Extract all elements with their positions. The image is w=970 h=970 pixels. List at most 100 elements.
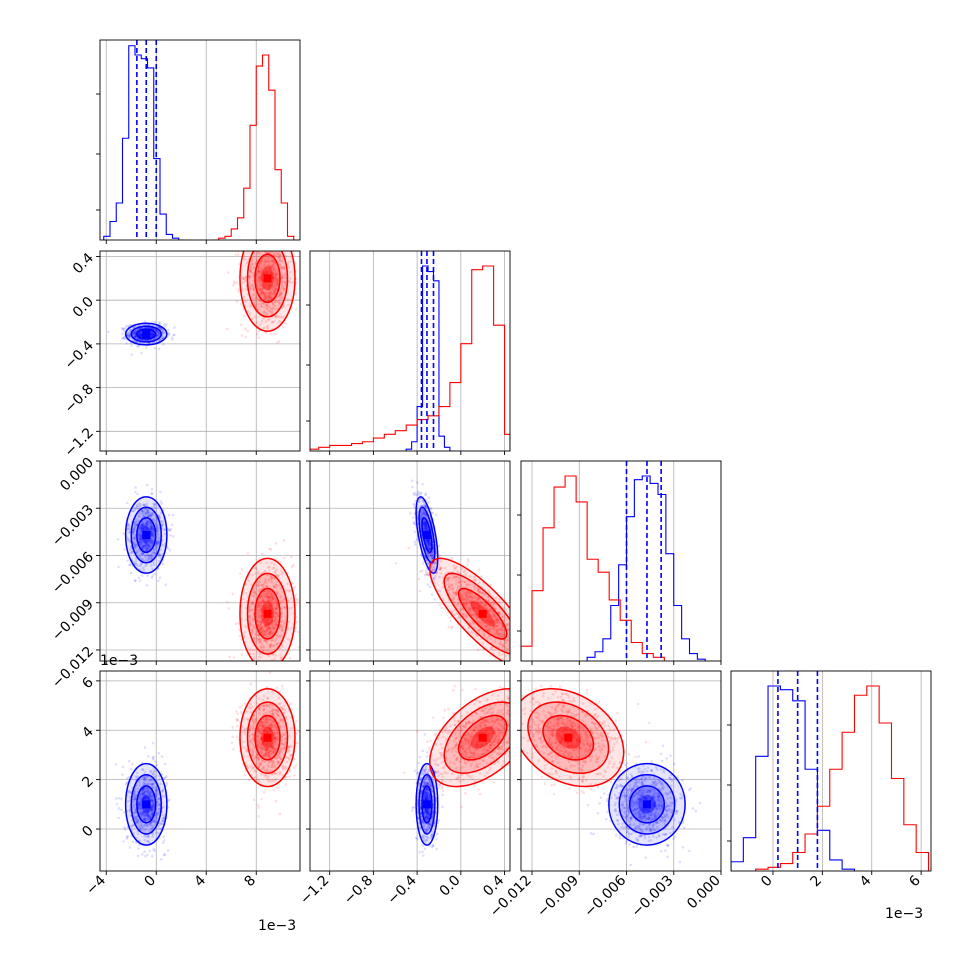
sample-point — [261, 628, 264, 631]
sample-point — [142, 509, 145, 513]
sample-point — [264, 592, 268, 596]
sample-point — [282, 287, 286, 291]
sample-point — [430, 554, 434, 558]
sample-point — [524, 640, 527, 643]
sample-point — [144, 528, 148, 532]
sample-point — [162, 853, 166, 857]
sample-point — [414, 493, 418, 497]
sample-point — [272, 611, 275, 614]
sample-point — [254, 262, 258, 265]
sample-point — [262, 294, 265, 297]
sample-point — [270, 661, 273, 664]
sample-point — [150, 813, 154, 817]
sample-point — [280, 607, 283, 610]
sample-point — [274, 273, 278, 277]
sample-point — [256, 606, 260, 609]
sample-point — [144, 541, 147, 544]
sample-point — [150, 821, 154, 825]
sample-point — [139, 796, 143, 800]
sample-point — [262, 633, 265, 637]
sample-point — [256, 287, 260, 290]
sample-point — [270, 576, 274, 579]
sample-point — [147, 790, 150, 793]
sample-point — [472, 585, 476, 589]
sample-point — [265, 271, 269, 274]
sample-point — [272, 594, 276, 597]
sample-point — [154, 793, 158, 797]
sample-point — [127, 334, 131, 337]
sample-point — [271, 613, 275, 616]
sample-point — [479, 605, 482, 608]
sample-point — [527, 664, 530, 667]
sample-point — [256, 267, 260, 271]
sample-point — [485, 619, 489, 623]
sample-point — [139, 333, 143, 336]
sample-point — [467, 627, 470, 630]
sample-point — [143, 541, 147, 545]
sample-point — [265, 634, 269, 637]
sample-point — [155, 529, 159, 533]
sample-point — [290, 260, 294, 263]
sample-point — [133, 542, 136, 546]
sample-point — [251, 317, 254, 320]
sample-point — [138, 332, 141, 335]
sample-point — [268, 270, 272, 273]
sample-point — [465, 602, 469, 606]
sample-point — [137, 576, 141, 580]
sample-point — [149, 514, 153, 518]
sample-point — [439, 572, 443, 575]
sample-point — [265, 585, 269, 588]
sample-point — [130, 835, 133, 838]
sample-point — [132, 805, 136, 809]
sample-point — [255, 665, 258, 668]
sample-point — [269, 595, 273, 599]
sample-point — [428, 547, 432, 550]
sample-point — [476, 609, 480, 612]
sample-point — [152, 341, 155, 344]
sample-point — [150, 492, 154, 495]
sample-point — [238, 634, 242, 638]
sample-point — [153, 572, 157, 576]
sample-point — [263, 607, 266, 611]
sample-point — [283, 280, 287, 284]
sample-point — [272, 285, 275, 289]
sample-point — [478, 590, 482, 594]
sample-point — [248, 648, 252, 651]
sample-point — [424, 506, 428, 510]
sample-point — [453, 613, 457, 616]
y-tick-label: −0.003 — [49, 502, 97, 550]
sample-point — [260, 232, 263, 235]
sample-point — [268, 626, 272, 630]
sample-point — [471, 600, 475, 604]
sample-point — [150, 576, 154, 579]
sample-point — [471, 606, 475, 610]
sample-point — [151, 553, 154, 557]
sample-point — [131, 840, 135, 844]
sample-point — [262, 623, 266, 627]
sample-point — [480, 617, 484, 621]
sample-point — [151, 525, 154, 528]
sample-point — [286, 600, 290, 603]
sample-point — [244, 335, 247, 339]
sample-point — [428, 547, 431, 551]
sample-point — [264, 595, 267, 599]
sample-point — [450, 557, 453, 560]
sample-point — [150, 854, 154, 858]
sample-point — [124, 326, 128, 330]
sample-point — [262, 633, 266, 636]
sample-point — [275, 253, 278, 256]
sample-point — [149, 778, 153, 782]
sample-point — [274, 615, 277, 618]
sample-point — [149, 541, 153, 544]
sample-point — [254, 300, 257, 303]
sample-point — [419, 518, 423, 522]
sample-point — [427, 548, 431, 551]
sample-point — [493, 621, 497, 625]
sample-point — [250, 261, 253, 265]
sample-point — [265, 246, 268, 249]
sample-point — [131, 529, 135, 533]
sample-point — [433, 561, 437, 565]
sample-point — [138, 795, 142, 798]
sample-point — [169, 528, 173, 531]
sample-point — [262, 644, 265, 648]
